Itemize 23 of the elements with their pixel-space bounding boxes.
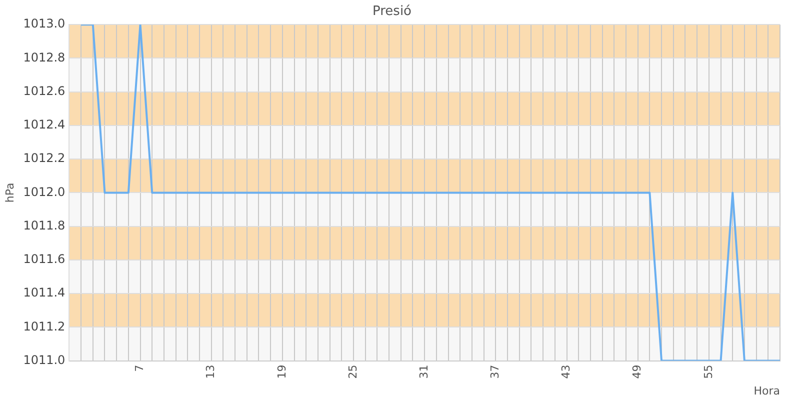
x-tick-label: 37 (488, 364, 502, 379)
x-tick-label: 43 (560, 364, 573, 379)
x-tick-label: 31 (417, 364, 430, 379)
chart-title: Presió (372, 4, 412, 20)
x-tick-label: 13 (204, 364, 218, 379)
y-tick-label: 1011.2 (23, 319, 66, 334)
y-tick-label: 1013.0 (23, 16, 66, 31)
y-tick-label: 1012.4 (23, 118, 66, 132)
x-tick-label: 49 (630, 364, 644, 379)
x-tick-label: 19 (275, 364, 288, 379)
y-tick-label: 1011.6 (23, 252, 66, 266)
y-tick-label: 1012.0 (23, 184, 66, 199)
y-tick-label: 1011.4 (23, 286, 66, 300)
x-tick-label: 25 (346, 364, 360, 379)
x-axis-title: Hora (754, 384, 780, 398)
x-tick-label: 7 (133, 364, 146, 372)
y-axis-title: hPa (3, 182, 16, 203)
y-tick-label: 1012.2 (23, 151, 66, 166)
x-tick-label: 55 (702, 364, 715, 379)
y-tick-label: 1011.8 (23, 218, 66, 232)
y-tick-label: 1012.6 (23, 84, 66, 98)
y-tick-label: 1011.0 (23, 352, 66, 367)
y-tick-label: 1012.8 (23, 50, 66, 64)
